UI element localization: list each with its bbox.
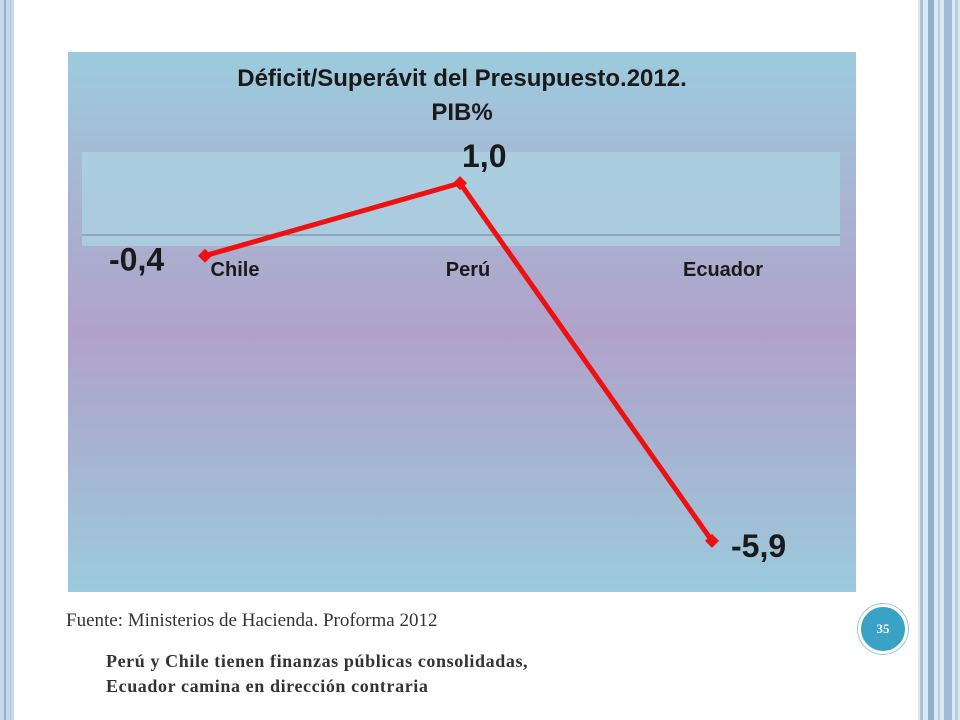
page-number-badge: 35 [858, 604, 908, 654]
data-label: 1,0 [462, 138, 506, 174]
data-label: -5,9 [731, 528, 786, 564]
x-tick-label: Perú [446, 259, 490, 281]
x-tick-label: Ecuador [683, 259, 763, 281]
chart-panel: Déficit/Superávit del Presupuesto.2012. … [68, 52, 856, 592]
right-frame-band [944, 0, 952, 720]
plot-area [82, 152, 840, 246]
caption-line-2: Ecuador camina en dirección contraria [106, 676, 429, 696]
source-note: Fuente: Ministerios de Hacienda. Proform… [66, 610, 438, 631]
caption-line-1: Perú y Chile tienen finanzas públicas co… [106, 651, 529, 671]
chart-title: Déficit/Superávit del Presupuesto.2012. … [68, 62, 856, 130]
data-label: -0,4 [109, 242, 164, 278]
chart-title-line1: Déficit/Superávit del Presupuesto.2012. [237, 65, 687, 92]
right-frame-band [928, 0, 934, 720]
right-frame-band [938, 0, 940, 720]
x-tick-label: Chile [211, 259, 260, 281]
left-frame-border [0, 0, 14, 720]
slide-caption: Perú y Chile tienen finanzas públicas co… [106, 649, 806, 699]
line-chart: Chile Perú Ecuador -0,4 1,0 -5,9 [82, 138, 840, 564]
right-frame-band [920, 0, 923, 720]
chart-title-line2: PIB% [431, 99, 493, 126]
series-line [204, 180, 715, 543]
data-point-marker [198, 248, 212, 263]
data-point-marker [453, 176, 467, 191]
right-frame-border [918, 0, 960, 720]
left-frame-line-inner [10, 0, 11, 720]
data-point-marker [705, 533, 719, 548]
left-frame-line [4, 0, 6, 720]
right-frame-band [955, 0, 958, 720]
